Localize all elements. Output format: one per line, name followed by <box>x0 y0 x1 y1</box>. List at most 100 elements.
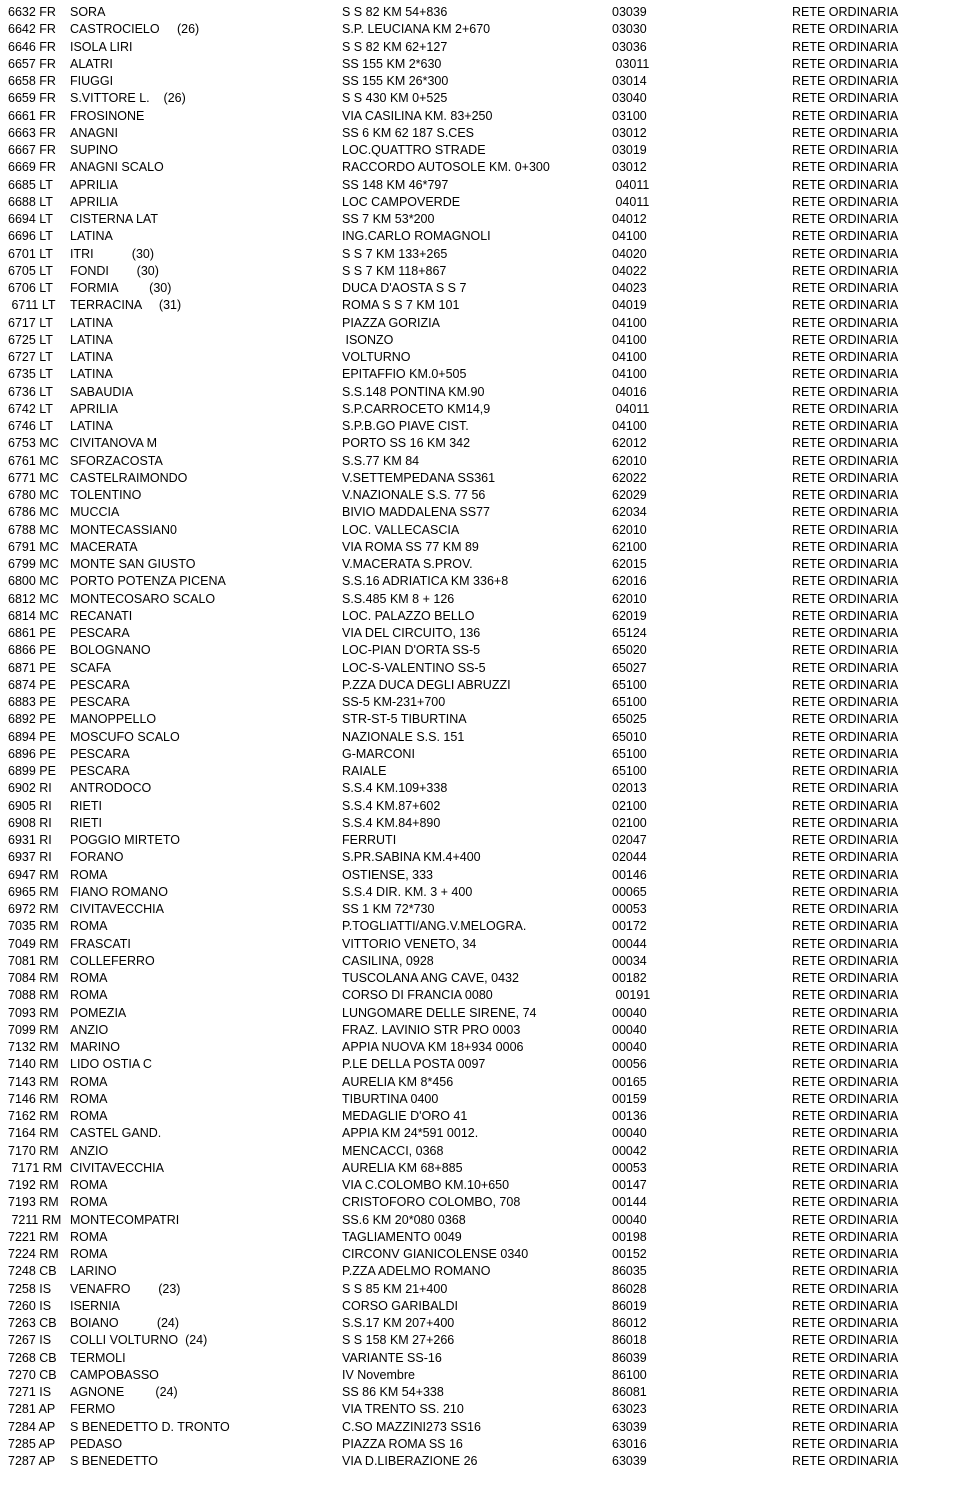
address-cell: S.P. LEUCIANA KM 2+670 <box>342 21 612 38</box>
code-cell: 6937 RI <box>8 849 70 866</box>
table-row: 7162 RMROMAMEDAGLIE D'ORO 4100136RETE OR… <box>8 1108 952 1125</box>
address-cell: AURELIA KM 8*456 <box>342 1074 612 1091</box>
code-cell: 6646 FR <box>8 39 70 56</box>
network-cell: RETE ORDINARIA <box>792 729 952 746</box>
table-row: 6725 LTLATINA ISONZO04100RETE ORDINARIA <box>8 332 952 349</box>
table-row: 7287 APS BENEDETTOVIA D.LIBERAZIONE 2663… <box>8 1453 952 1470</box>
network-cell: RETE ORDINARIA <box>792 435 952 452</box>
address-cell: VIA DEL CIRCUITO, 136 <box>342 625 612 642</box>
table-row: 6947 RMROMAOSTIENSE, 33300146RETE ORDINA… <box>8 867 952 884</box>
table-row: 7035 RMROMAP.TOGLIATTI/ANG.V.MELOGRA.001… <box>8 918 952 935</box>
city-cell: CAMPOBASSO <box>70 1367 342 1384</box>
network-cell: RETE ORDINARIA <box>792 1298 952 1315</box>
cap-cell: 02100 <box>612 815 792 832</box>
table-row: 6658 FRFIUGGISS 155 KM 26*30003014RETE O… <box>8 73 952 90</box>
city-cell: APRILIA <box>70 401 342 418</box>
cap-cell: 62010 <box>612 591 792 608</box>
address-cell: SS 148 KM 46*797 <box>342 177 612 194</box>
address-cell: S.PR.SABINA KM.4+400 <box>342 849 612 866</box>
code-cell: 6736 LT <box>8 384 70 401</box>
network-cell: RETE ORDINARIA <box>792 1263 952 1280</box>
city-cell: CIVITAVECCHIA <box>70 901 342 918</box>
cap-cell: 86018 <box>612 1332 792 1349</box>
cap-cell: 00152 <box>612 1246 792 1263</box>
address-cell: VOLTURNO <box>342 349 612 366</box>
address-cell: VIA TRENTO SS. 210 <box>342 1401 612 1418</box>
table-row: 6659 FRS.VITTORE L. (26)S S 430 KM 0+525… <box>8 90 952 107</box>
code-cell: 7081 RM <box>8 953 70 970</box>
table-row: 6727 LTLATINAVOLTURNO04100RETE ORDINARIA <box>8 349 952 366</box>
cap-cell: 03036 <box>612 39 792 56</box>
cap-cell: 86012 <box>612 1315 792 1332</box>
network-cell: RETE ORDINARIA <box>792 159 952 176</box>
address-cell: S S 82 KM 62+127 <box>342 39 612 56</box>
address-cell: S S 85 KM 21+400 <box>342 1281 612 1298</box>
cap-cell: 04019 <box>612 297 792 314</box>
network-cell: RETE ORDINARIA <box>792 849 952 866</box>
code-cell: 6892 PE <box>8 711 70 728</box>
city-cell: ROMA <box>70 1108 342 1125</box>
table-row: 7081 RMCOLLEFERROCASILINA, 092800034RETE… <box>8 953 952 970</box>
address-cell: SS 6 KM 62 187 S.CES <box>342 125 612 142</box>
city-cell: SABAUDIA <box>70 384 342 401</box>
network-cell: RETE ORDINARIA <box>792 1005 952 1022</box>
address-cell: CIRCONV GIANICOLENSE 0340 <box>342 1246 612 1263</box>
code-cell: 6694 LT <box>8 211 70 228</box>
address-cell: LOC CAMPOVERDE <box>342 194 612 211</box>
city-cell: TERRACINA (31) <box>70 297 342 314</box>
cap-cell: 02013 <box>612 780 792 797</box>
address-cell: FERRUTI <box>342 832 612 849</box>
city-cell: SUPINO <box>70 142 342 159</box>
network-cell: RETE ORDINARIA <box>792 194 952 211</box>
city-cell: ANAGNI <box>70 125 342 142</box>
table-row: 6711 LTTERRACINA (31)ROMA S S 7 KM 10104… <box>8 297 952 314</box>
address-cell: S.S.485 KM 8 + 126 <box>342 591 612 608</box>
code-cell: 6705 LT <box>8 263 70 280</box>
cap-cell: 00040 <box>612 1005 792 1022</box>
code-cell: 6742 LT <box>8 401 70 418</box>
table-row: 6861 PEPESCARAVIA DEL CIRCUITO, 13665124… <box>8 625 952 642</box>
network-cell: RETE ORDINARIA <box>792 642 952 659</box>
cap-cell: 62010 <box>612 453 792 470</box>
network-cell: RETE ORDINARIA <box>792 763 952 780</box>
code-cell: 6642 FR <box>8 21 70 38</box>
city-cell: COLLI VOLTURNO (24) <box>70 1332 342 1349</box>
network-cell: RETE ORDINARIA <box>792 711 952 728</box>
table-row: 6736 LTSABAUDIAS.S.148 PONTINA KM.900401… <box>8 384 952 401</box>
address-cell: NAZIONALE S.S. 151 <box>342 729 612 746</box>
city-cell: ROMA <box>70 1246 342 1263</box>
address-cell: LOC. PALAZZO BELLO <box>342 608 612 625</box>
network-cell: RETE ORDINARIA <box>792 504 952 521</box>
table-row: 7211 RMMONTECOMPATRISS.6 KM 20*080 03680… <box>8 1212 952 1229</box>
city-cell: APRILIA <box>70 177 342 194</box>
table-row: 6866 PEBOLOGNANOLOC-PIAN D'ORTA SS-56502… <box>8 642 952 659</box>
table-row: 6632 FRSORAS S 82 KM 54+83603039RETE ORD… <box>8 4 952 21</box>
address-cell: CORSO GARIBALDI <box>342 1298 612 1315</box>
city-cell: CIVITANOVA M <box>70 435 342 452</box>
table-row: 6799 MCMONTE SAN GIUSTOV.MACERATA S.PROV… <box>8 556 952 573</box>
city-cell: PESCARA <box>70 746 342 763</box>
city-cell: MONTECOSARO SCALO <box>70 591 342 608</box>
city-cell: FERMO <box>70 1401 342 1418</box>
cap-cell: 03012 <box>612 159 792 176</box>
cap-cell: 62010 <box>612 522 792 539</box>
address-cell: STR-ST-5 TIBURTINA <box>342 711 612 728</box>
address-cell: ROMA S S 7 KM 101 <box>342 297 612 314</box>
code-cell: 6667 FR <box>8 142 70 159</box>
code-cell: 7035 RM <box>8 918 70 935</box>
table-row: 7281 APFERMOVIA TRENTO SS. 21063023RETE … <box>8 1401 952 1418</box>
code-cell: 7284 AP <box>8 1419 70 1436</box>
table-row: 6746 LTLATINAS.P.B.GO PIAVE CIST.04100RE… <box>8 418 952 435</box>
city-cell: ANAGNI SCALO <box>70 159 342 176</box>
city-cell: ROMA <box>70 1177 342 1194</box>
address-cell: SS-5 KM-231+700 <box>342 694 612 711</box>
cap-cell: 02047 <box>612 832 792 849</box>
code-cell: 6896 PE <box>8 746 70 763</box>
address-cell: S.S.77 KM 84 <box>342 453 612 470</box>
network-cell: RETE ORDINARIA <box>792 1212 952 1229</box>
cap-cell: 00040 <box>612 1125 792 1142</box>
network-cell: RETE ORDINARIA <box>792 953 952 970</box>
address-cell: EPITAFFIO KM.0+505 <box>342 366 612 383</box>
code-cell: 7162 RM <box>8 1108 70 1125</box>
city-cell: PEDASO <box>70 1436 342 1453</box>
